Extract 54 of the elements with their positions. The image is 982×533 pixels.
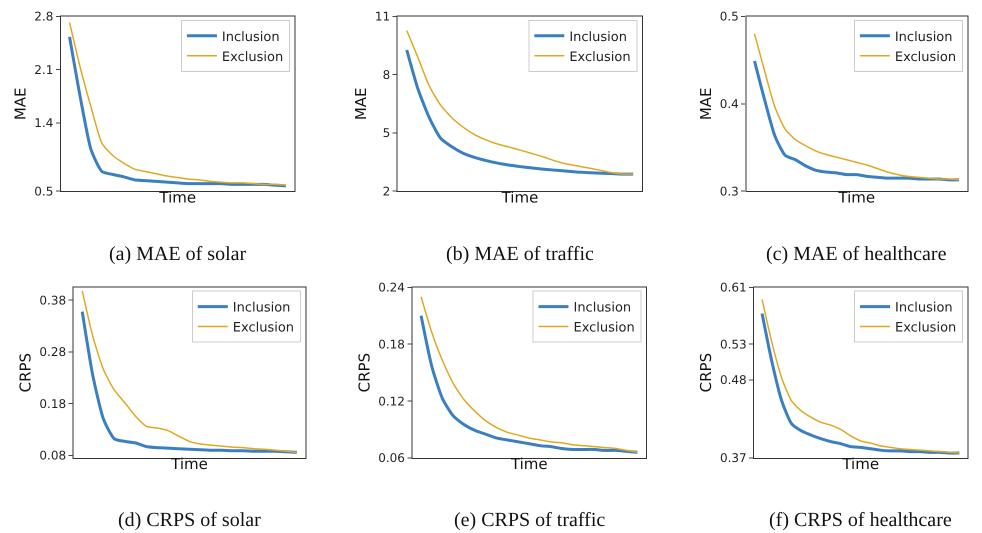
- legend-label: Inclusion: [232, 300, 290, 316]
- y-tick-label: 0.5: [34, 184, 54, 198]
- y-tick-label: 8: [382, 68, 390, 82]
- y-tick-label: 0.3: [720, 184, 739, 198]
- line-series: [754, 33, 960, 181]
- legend-label: Exclusion: [894, 50, 956, 65]
- text: (e) CRPS of traffic: [454, 509, 606, 531]
- legend-label: Inclusion: [569, 30, 627, 45]
- y-tick-label: 0.18: [378, 337, 405, 352]
- y-axis-title: CRPS: [697, 352, 716, 392]
- legend-label: Inclusion: [573, 300, 632, 316]
- text: (b) MAE of traffic: [446, 243, 594, 265]
- legend-label: Inclusion: [895, 300, 953, 316]
- y-axis-title: CRPS: [355, 352, 374, 392]
- y-tick-label: 2: [382, 184, 390, 198]
- y-tick-label: 0.4: [720, 96, 739, 111]
- y-tick-label: 0.18: [39, 396, 66, 411]
- y-tick-label: 0.53: [720, 337, 747, 352]
- y-tick-label: 0.37: [720, 451, 747, 466]
- x-axis-title: Time: [158, 188, 196, 206]
- y-tick-label: 5: [382, 126, 390, 140]
- x-axis-title: Time: [510, 455, 548, 474]
- y-tick-label: 0.61: [720, 280, 747, 294]
- x-axis-title: Time: [837, 188, 876, 206]
- text: (c) MAE of healthcare: [766, 243, 947, 265]
- y-tick-label: 2.1: [34, 62, 54, 77]
- y-tick-label: 1.4: [34, 116, 54, 130]
- legend-label: Exclusion: [569, 50, 631, 65]
- y-tick-label: 0.08: [39, 448, 66, 463]
- text: (a) MAE of solar: [109, 243, 247, 265]
- y-tick-label: 0.06: [378, 451, 405, 466]
- y-tick-label: 0.5: [720, 10, 739, 24]
- x-axis-title: Time: [170, 455, 208, 474]
- y-tick-label: 0.48: [720, 372, 747, 387]
- y-tick-label: 2.8: [34, 10, 54, 24]
- legend-label: Inclusion: [894, 30, 953, 45]
- y-tick-label: 11: [374, 10, 390, 24]
- text: (d) CRPS of solar: [118, 509, 262, 531]
- y-tick-label: 0.28: [39, 345, 66, 360]
- legend-label: Inclusion: [222, 30, 280, 45]
- y-tick-label: 0.38: [39, 293, 66, 308]
- legend-label: Exclusion: [222, 50, 284, 65]
- x-axis-title: Time: [500, 188, 538, 206]
- legend-label: Exclusion: [232, 320, 294, 336]
- y-tick-label: 0.12: [378, 394, 405, 408]
- y-axis-title: MAE: [12, 87, 30, 120]
- y-axis-title: MAE: [696, 87, 715, 120]
- legend-label: Exclusion: [573, 320, 635, 336]
- x-axis-title: Time: [841, 455, 880, 474]
- text: (f) CRPS of healthcare: [769, 509, 952, 531]
- y-axis-title: CRPS: [16, 352, 35, 392]
- y-tick-label: 0.24: [378, 280, 405, 294]
- legend-label: Exclusion: [895, 320, 956, 336]
- y-axis-title: MAE: [352, 87, 370, 120]
